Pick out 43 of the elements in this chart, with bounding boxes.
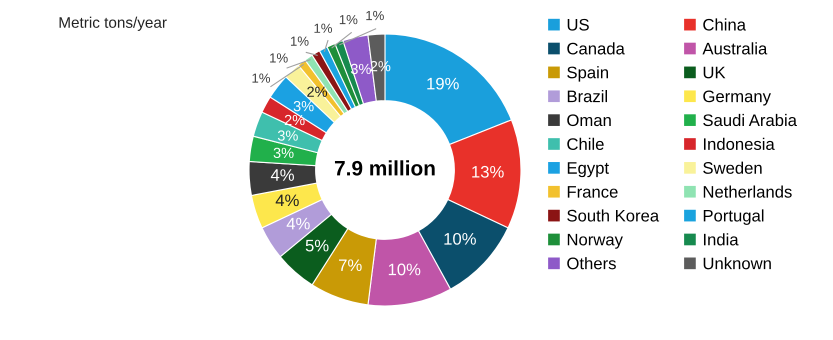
data-label: 1% xyxy=(366,10,384,20)
legend-label: Oman xyxy=(567,114,611,126)
data-label: 4% xyxy=(270,169,294,181)
data-label: 5% xyxy=(306,240,329,252)
legend-label: Unknown xyxy=(704,257,771,270)
data-label: 3% xyxy=(278,130,298,141)
legend-label: China xyxy=(703,18,746,31)
data-label: 1% xyxy=(290,36,309,46)
legend-label: Spain xyxy=(567,66,608,82)
legend-label: Brazil xyxy=(568,90,608,102)
legend-label: Australia xyxy=(702,42,768,55)
data-label: 3% xyxy=(274,148,294,158)
legend-label: India xyxy=(704,233,739,246)
legend-label: Sweden xyxy=(703,162,762,174)
data-label: 10% xyxy=(388,264,420,276)
data-label: 10% xyxy=(444,232,476,245)
data-label: 19% xyxy=(427,78,459,90)
legend-label: UK xyxy=(704,66,726,78)
legend-label: US xyxy=(568,18,589,31)
legend-label: Indonesia xyxy=(704,138,775,150)
legend-label: Germany xyxy=(703,90,771,106)
data-label: 3% xyxy=(294,100,314,112)
text: Metric tons/year xyxy=(60,16,167,31)
legend-label: Netherlands xyxy=(704,185,792,198)
legend-label: Portugal xyxy=(704,209,764,225)
data-label: 13% xyxy=(472,166,504,178)
legend-label: Norway xyxy=(568,234,623,249)
legend-label: Saudi Arabia xyxy=(703,114,797,126)
data-label: 1% xyxy=(252,73,270,83)
legend-label: Chile xyxy=(567,138,604,150)
text: 7.9 million xyxy=(334,160,435,176)
data-label: 4% xyxy=(286,218,310,230)
data-label: 1% xyxy=(314,24,332,33)
data-label: 1% xyxy=(340,15,358,24)
data-label: 4% xyxy=(276,194,299,206)
legend-label: Others xyxy=(567,257,616,270)
data-label: 1% xyxy=(270,53,288,63)
legend-label: Egypt xyxy=(568,162,609,178)
legend-label: France xyxy=(568,186,618,198)
legend-label: South Korea xyxy=(567,209,660,222)
legend-label: Canada xyxy=(567,42,625,55)
data-label: 7% xyxy=(339,259,362,272)
data-label: 2% xyxy=(307,86,328,97)
